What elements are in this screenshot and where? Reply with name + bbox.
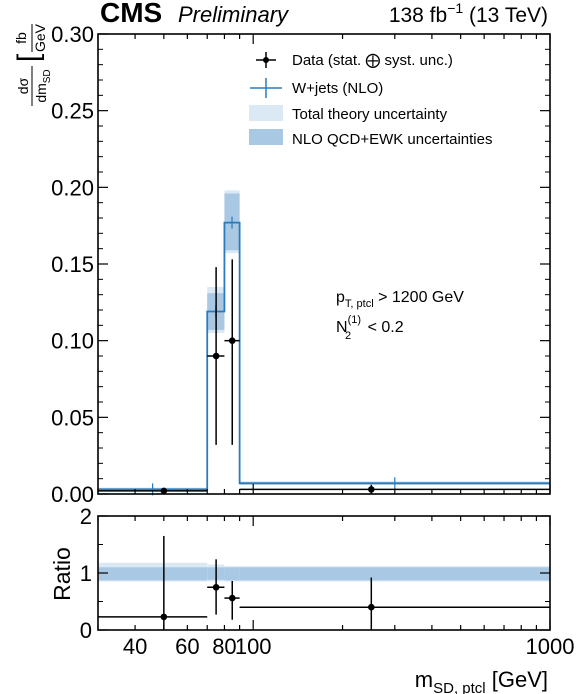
y-tick-label: 0.15 (51, 252, 94, 277)
wjets-prediction-line (98, 221, 550, 491)
y-tick-label: 0.05 (51, 405, 94, 430)
n2-cut-label: N(1) 2 < 0.2 (336, 314, 404, 342)
svg-text:[: [ (12, 53, 45, 62)
legend-nlo-label: NLO QCD+EWK uncertainties (292, 131, 493, 148)
data-point (98, 535, 208, 630)
data-marker (368, 486, 375, 493)
svg-text:GeV: GeV (32, 23, 48, 52)
x-tick-label: 40 (123, 634, 147, 659)
data-marker (212, 352, 220, 360)
legend: Data (stat. ⨁ syst. unc.) W+jets (NLO) T… (249, 52, 493, 148)
ratio-y-tick-label: 0 (80, 618, 92, 643)
y-tick-label: 0.20 (51, 175, 94, 200)
svg-text:dmSD: dmSD (33, 69, 53, 102)
y-tick-label: 0.10 (51, 329, 94, 354)
xlabel: mSD, ptcl [GeV] (415, 667, 548, 694)
main-ylabel: dσ dmSD fb GeV [ (12, 23, 53, 106)
nlo-unc-band-bin (239, 567, 550, 581)
data-point (207, 267, 225, 445)
ratio-ylabel: Ratio (49, 547, 75, 601)
data-marker (160, 613, 168, 621)
lumi-label: 138 fb−1 (13 TeV) (389, 0, 548, 27)
legend-wjets-label: W+jets (NLO) (292, 80, 383, 97)
data-marker (368, 603, 375, 611)
x-tick-label: 60 (175, 634, 199, 659)
ratio-uncertainty-bands (98, 562, 550, 582)
legend-total-theory-swatch (249, 105, 283, 121)
y-tick-label: 0.30 (51, 22, 94, 47)
data-point (224, 259, 240, 445)
main-axes: 0.00 0.05 0.10 0.15 0.20 0.25 0.30 (51, 22, 551, 507)
y-tick-label: 0.25 (51, 99, 94, 124)
ratio-data-points (98, 535, 550, 630)
main-frame (97, 33, 551, 495)
main-prediction (98, 216, 550, 496)
cms-label: CMS (100, 0, 162, 28)
x-tick-label: 1000 (526, 634, 575, 659)
legend-total-theory-label: Total theory uncertainty (292, 106, 448, 123)
x-tick-label: 80 (212, 634, 236, 659)
legend-data-label: Data (stat. ⨁ syst. unc.) (292, 52, 453, 69)
nlo-unc-band-bin (224, 567, 240, 581)
data-marker (212, 583, 220, 591)
nlo-unc-band-bin (98, 567, 208, 581)
data-marker (228, 337, 236, 344)
data-marker (228, 594, 236, 602)
svg-text:fb: fb (13, 32, 29, 44)
main-data-points (98, 259, 550, 495)
legend-data-marker (256, 52, 276, 68)
ratio-y-tick-label: 2 (80, 504, 92, 529)
y-tick-label: 0.00 (51, 482, 94, 507)
pt-cut-label: pT, ptcl > 1200 GeV (336, 289, 464, 310)
svg-text:dσ: dσ (15, 77, 31, 94)
data-point (207, 559, 225, 615)
data-point (239, 577, 550, 630)
ratio-y-tick-label: 1 (80, 561, 92, 586)
main-uncertainty-bands (98, 190, 550, 491)
legend-nlo-swatch (249, 129, 283, 145)
preliminary-label: Preliminary (178, 2, 290, 27)
x-tick-label: 100 (235, 634, 272, 659)
legend-wjets-marker (250, 78, 282, 98)
data-point (224, 580, 240, 620)
